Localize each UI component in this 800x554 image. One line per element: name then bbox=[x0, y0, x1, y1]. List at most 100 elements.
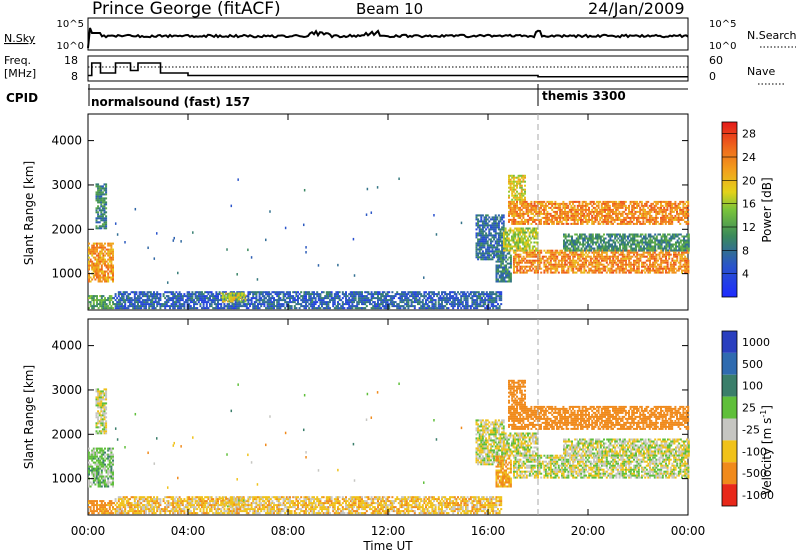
power-cell bbox=[597, 259, 600, 262]
power-cell bbox=[641, 269, 643, 272]
power-cell bbox=[522, 243, 525, 246]
power-cell bbox=[589, 200, 592, 203]
power-cell bbox=[337, 297, 339, 300]
power-cell bbox=[519, 265, 522, 268]
power-cell bbox=[606, 247, 609, 250]
power-cell bbox=[629, 222, 632, 225]
power-cell bbox=[367, 299, 370, 302]
nsky-panel: N.Sky 10^5 10^0 10^5 10^0 N.Search bbox=[4, 17, 797, 52]
power-cell bbox=[680, 208, 683, 211]
power-cell bbox=[105, 211, 108, 214]
power-cell bbox=[401, 301, 403, 304]
power-cell bbox=[623, 249, 626, 252]
power-cell bbox=[100, 248, 103, 251]
power-cell bbox=[297, 295, 299, 298]
power-cell bbox=[476, 291, 479, 294]
power-cell bbox=[530, 212, 533, 215]
power-cell bbox=[186, 297, 189, 300]
power-cell bbox=[554, 249, 557, 252]
power-cell bbox=[104, 254, 106, 257]
power-cell bbox=[107, 250, 110, 253]
power-cell bbox=[650, 210, 653, 213]
power-cell bbox=[546, 265, 549, 268]
power-cell bbox=[687, 200, 690, 203]
power-cell bbox=[449, 291, 451, 294]
power-cell bbox=[121, 293, 123, 296]
power-cell bbox=[685, 220, 688, 223]
power-cell bbox=[228, 300, 231, 303]
power-cell bbox=[207, 299, 210, 302]
power-cell bbox=[437, 299, 440, 302]
power-cell bbox=[97, 215, 100, 218]
power-cell bbox=[577, 269, 579, 272]
power-cell bbox=[497, 272, 500, 275]
power-cell bbox=[551, 208, 554, 211]
power-cell bbox=[159, 299, 162, 302]
power-cell bbox=[351, 305, 354, 308]
power-cell bbox=[488, 246, 491, 249]
power-cell bbox=[345, 299, 347, 302]
power-cell bbox=[345, 293, 347, 296]
power-cell bbox=[135, 291, 138, 294]
power-cell bbox=[669, 204, 672, 207]
power-cell bbox=[88, 280, 90, 283]
power-cell bbox=[517, 220, 520, 223]
power-cell bbox=[562, 257, 565, 260]
power-cell bbox=[591, 218, 594, 221]
power-cell bbox=[620, 265, 623, 268]
power-cell bbox=[551, 204, 554, 207]
power-cell bbox=[399, 295, 402, 298]
power-cell bbox=[452, 301, 455, 304]
power-cell bbox=[632, 216, 635, 219]
power-cell bbox=[95, 195, 98, 198]
power-cell bbox=[506, 274, 509, 277]
power-cell bbox=[620, 261, 623, 264]
power-cell bbox=[549, 265, 552, 268]
power-cell bbox=[157, 297, 160, 300]
power-cell bbox=[551, 249, 554, 252]
power-cell bbox=[484, 299, 487, 302]
power-cell bbox=[196, 295, 199, 298]
power-cell bbox=[188, 307, 191, 310]
power-cell bbox=[429, 297, 432, 300]
power-cell bbox=[218, 299, 221, 302]
power-cell bbox=[88, 262, 90, 265]
power-cell bbox=[239, 294, 242, 297]
power-cell bbox=[588, 212, 590, 215]
power-cell bbox=[100, 295, 103, 298]
power-cell bbox=[119, 303, 122, 306]
power-cell bbox=[341, 297, 344, 300]
cpid-mode-label: themis 3300 bbox=[542, 89, 626, 103]
power-cell bbox=[497, 266, 500, 269]
power-cell bbox=[92, 244, 95, 247]
power-cell bbox=[223, 307, 226, 310]
power-cell bbox=[593, 241, 596, 244]
power-cell bbox=[660, 216, 662, 219]
power-cell bbox=[647, 259, 650, 262]
power-cell bbox=[381, 303, 384, 306]
power-cell bbox=[596, 265, 599, 268]
power-cell bbox=[522, 229, 525, 232]
power-cell bbox=[300, 299, 303, 302]
power-cell bbox=[551, 263, 554, 266]
power-cell bbox=[105, 193, 108, 196]
power-cell bbox=[100, 276, 103, 279]
power-cell bbox=[263, 301, 266, 304]
power-cell bbox=[494, 230, 497, 233]
power-cell bbox=[668, 220, 670, 223]
power-cell bbox=[645, 255, 648, 258]
power-cell bbox=[485, 291, 488, 294]
power-cell bbox=[575, 261, 578, 264]
power-cell bbox=[110, 260, 113, 263]
power-cell bbox=[575, 214, 578, 217]
power-cell bbox=[522, 231, 525, 234]
power-cell bbox=[335, 295, 338, 298]
power-cell bbox=[253, 301, 256, 304]
power-cell bbox=[329, 299, 331, 302]
power-cell bbox=[99, 252, 102, 255]
power-cell bbox=[386, 301, 389, 304]
power-cell bbox=[634, 263, 637, 266]
power-cell bbox=[523, 243, 526, 246]
power-cell bbox=[673, 261, 675, 264]
power-cell bbox=[178, 295, 181, 298]
